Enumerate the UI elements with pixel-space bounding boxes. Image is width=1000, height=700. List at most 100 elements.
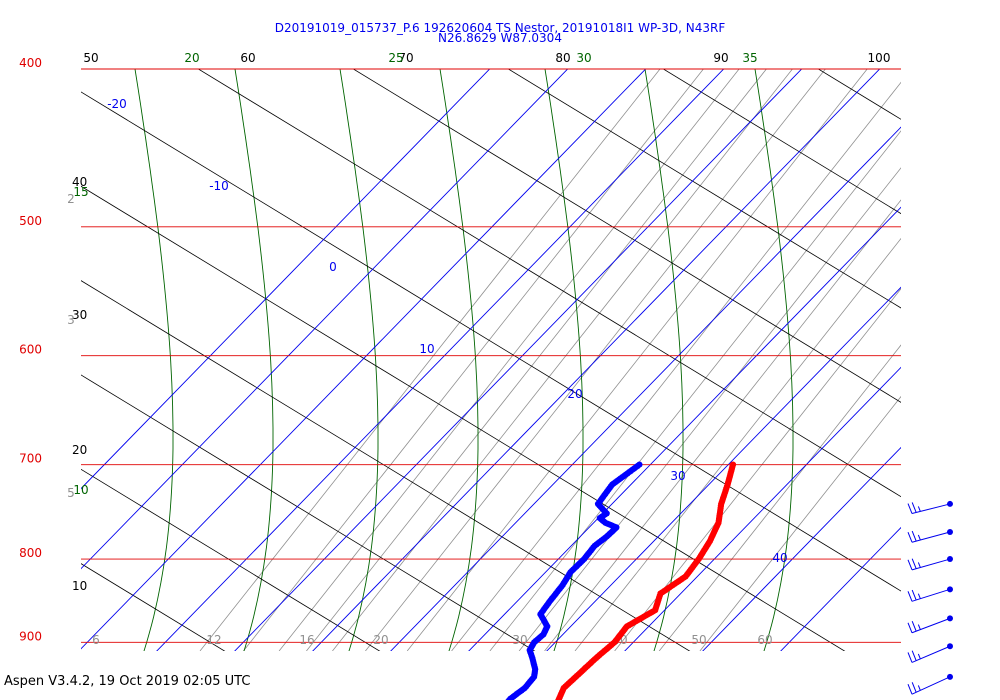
isotherm-line xyxy=(390,126,901,651)
wind-barb-staff xyxy=(911,558,951,571)
wind-barb-station xyxy=(947,529,953,536)
pressure-tick-label: 700 xyxy=(19,452,42,466)
wind-barb xyxy=(907,556,953,571)
mixing-ratio-line xyxy=(243,69,704,651)
dry-adiabat-label: 10 xyxy=(72,579,87,593)
mixing-ratio-line xyxy=(332,69,793,651)
mixing-ratio-side-label: 5 xyxy=(67,486,75,500)
wind-barb xyxy=(907,586,953,602)
mixing-ratio-line xyxy=(699,395,901,651)
moist-adiabat-label: 35 xyxy=(742,51,757,65)
wind-barb-feather xyxy=(911,620,917,632)
wind-barb-feather xyxy=(907,532,913,543)
dry-adiabat-line xyxy=(662,69,901,215)
mixing-ratio-line xyxy=(489,130,901,651)
wind-barb-staff xyxy=(911,531,951,543)
moist-adiabat-label: 15 xyxy=(73,185,88,199)
dry-adiabat-line xyxy=(81,280,691,651)
mixing-ratio-label: 50 xyxy=(691,633,706,647)
mixing-ratio-line xyxy=(544,199,901,651)
temperature-label: 10 xyxy=(419,342,434,356)
wind-barb xyxy=(907,615,953,634)
isotherm-line xyxy=(546,286,901,651)
mixing-ratio-line xyxy=(658,344,901,651)
mixing-ratio-line xyxy=(451,81,901,651)
isotherm-line xyxy=(702,446,901,651)
moist-adiabat-label: 25 xyxy=(388,51,403,65)
wind-barb-feather xyxy=(917,506,921,512)
dry-adiabat-line xyxy=(81,374,536,651)
moist-adiabat-line xyxy=(134,69,174,651)
wind-barb-feather xyxy=(911,558,917,569)
dewpoint-trace xyxy=(505,461,643,700)
isotherm-line xyxy=(780,526,901,651)
wind-barb-feather xyxy=(907,652,913,663)
wind-barb-station xyxy=(947,500,953,507)
isotherm-line xyxy=(624,366,901,651)
mixing-ratio-label: 16 xyxy=(299,633,314,647)
wind-barb-feather xyxy=(907,503,913,514)
moist-adiabat-label: 20 xyxy=(184,51,199,65)
dry-adiabat-label: 30 xyxy=(72,308,87,322)
isotherm-line xyxy=(156,69,725,651)
dry-adiabat-line xyxy=(197,69,901,498)
dry-adiabat-label: 60 xyxy=(240,51,255,65)
moist-adiabat-line xyxy=(234,69,274,651)
mixing-ratio-label: 6 xyxy=(92,633,100,647)
dry-adiabat-label: 70 xyxy=(398,51,413,65)
temperature-label: -20 xyxy=(107,97,127,111)
dry-adiabat-label: 100 xyxy=(868,51,891,65)
wind-barb-staff xyxy=(911,676,951,695)
pressure-tick-label: 400 xyxy=(19,56,42,70)
mixing-ratio-line xyxy=(614,288,901,651)
dry-adiabat-label: 90 xyxy=(713,51,728,65)
mixing-ratio-label: 30 xyxy=(512,633,527,647)
wind-barb-feather xyxy=(917,624,921,630)
wind-barb-feather xyxy=(907,591,913,602)
wind-barb-feather xyxy=(911,589,917,601)
wind-barb-feather xyxy=(917,593,921,599)
isotherm-line xyxy=(234,69,803,651)
isotherm-line xyxy=(81,69,569,570)
isotherm-line xyxy=(81,69,491,490)
dry-adiabat-line xyxy=(81,563,226,651)
wind-barb-feather xyxy=(911,682,917,693)
dry-adiabat-label: 50 xyxy=(83,51,98,65)
wind-barb-feather xyxy=(917,534,921,541)
mixing-ratio-line xyxy=(278,69,740,651)
wind-barb xyxy=(907,500,953,515)
dry-adiabat-line xyxy=(507,69,901,309)
temperature-trace xyxy=(555,461,737,700)
pressure-tick-label: 600 xyxy=(19,343,42,357)
moist-adiabat-line xyxy=(644,69,684,651)
wind-barb-station xyxy=(947,586,953,593)
wind-barb-feather xyxy=(907,559,913,571)
temperature-label: 20 xyxy=(567,387,582,401)
wind-barb-feather xyxy=(911,502,917,513)
dry-adiabat-line xyxy=(81,185,846,651)
moist-adiabat-line xyxy=(754,69,794,651)
dry-adiabat-line xyxy=(860,0,1000,700)
temperature-label: 40 xyxy=(772,551,787,565)
moist-adiabat-line xyxy=(339,69,379,651)
mixing-ratio-line xyxy=(574,237,901,651)
chart-subtitle: N26.8629 W87.0304 xyxy=(438,31,562,45)
isotherm-line xyxy=(81,69,647,650)
moist-adiabat-line xyxy=(439,69,479,651)
mixing-ratio-label: 12 xyxy=(206,633,221,647)
wind-barb-station xyxy=(947,673,953,680)
wind-barb-feather xyxy=(907,622,913,633)
wind-barb-staff xyxy=(911,588,951,602)
mixing-ratio-line xyxy=(518,167,901,651)
mixing-ratio-side-label: 2 xyxy=(67,192,75,206)
mixing-ratio-line xyxy=(406,69,868,651)
isotherm-line xyxy=(468,206,901,651)
mixing-ratio-label: 60 xyxy=(757,633,772,647)
wind-barb-staff xyxy=(911,645,951,663)
mixing-ratio-line xyxy=(306,69,767,651)
dry-adiabat-label: 20 xyxy=(72,443,87,457)
dry-adiabat-line xyxy=(81,468,381,651)
